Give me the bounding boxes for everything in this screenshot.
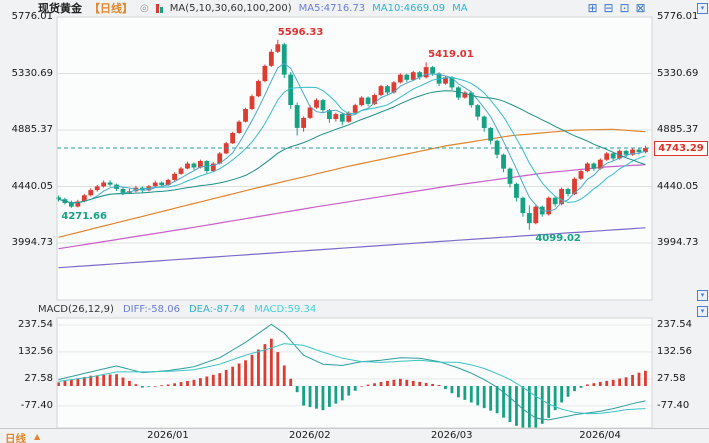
period-tag[interactable]: 【日线】 [89, 2, 133, 15]
maximize-icon[interactable]: ⊠ [635, 1, 646, 15]
ma-indicator-icon [155, 3, 163, 13]
grid-layout-icon[interactable]: ⊞ [587, 1, 598, 15]
timeframe-dropdown-arrow[interactable]: ▲ [34, 432, 41, 441]
last-price-value: 4743.29 [658, 143, 704, 155]
ma5-value: MA5:4716.73 [298, 2, 366, 14]
macd-dea-value: DEA:-87.74 [188, 304, 246, 315]
ma-settings-icon[interactable]: ◎ [140, 2, 149, 14]
macd-params-label: MACD(26,12,9) [38, 304, 114, 315]
last-price-tag: 4743.29 [654, 141, 708, 157]
ma10-value: MA10:4669.09 [372, 2, 446, 14]
macd-hist-value: MACD:59.34 [254, 304, 317, 315]
header-toolbar: ⊞ ⊟ ⊡ ⊠ [586, 2, 647, 14]
symbol-name: 现货黄金 [38, 2, 82, 15]
ma-more-label: MA [452, 2, 468, 14]
scroll-latest-icon[interactable]: ▾ [697, 3, 708, 14]
collapse-macd-panel-icon[interactable]: ▾ [697, 306, 708, 317]
add-indicator-icon[interactable]: ⊡ [619, 1, 630, 15]
bottom-bar: 日线 ▲ [0, 428, 709, 443]
macd-header: MACD(26,12,9) DIFF:-58.06 DEA:-87.74 MAC… [38, 304, 316, 315]
macd-diff-value: DIFF:-58.06 [122, 304, 180, 315]
chart-header: 现货黄金 【日线】 ◎ MA(5,10,30,60,100,200) MA5:4… [38, 1, 468, 15]
timeframe-selector[interactable]: 日线 [5, 433, 26, 443]
panel-split-icon[interactable]: ⊟ [603, 1, 614, 15]
collapse-main-panel-icon[interactable]: ▾ [697, 290, 708, 301]
ma-params-label: MA(5,10,30,60,100,200) [169, 2, 292, 14]
